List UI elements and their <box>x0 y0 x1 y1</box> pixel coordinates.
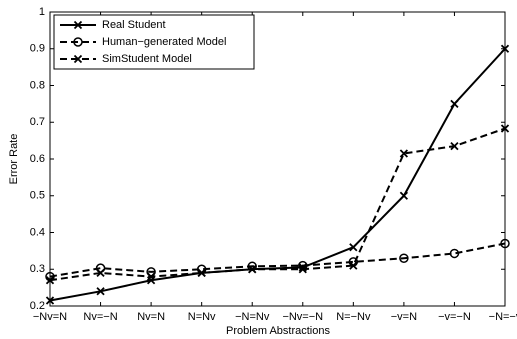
x-axis-label: Problem Abstractions <box>226 325 330 337</box>
marker <box>399 149 409 158</box>
marker <box>45 276 55 285</box>
x-tick-label: −v=−N <box>438 311 471 323</box>
marker <box>500 238 510 249</box>
y-tick-label: 0.2 <box>30 300 45 312</box>
legend-label: Human−generated Model <box>102 36 226 48</box>
marker <box>298 265 307 274</box>
marker <box>450 142 459 151</box>
y-tick-label: 0.9 <box>30 43 45 55</box>
marker <box>399 191 409 200</box>
marker <box>399 253 409 263</box>
marker <box>146 272 156 281</box>
x-tick-label: Nv=N <box>137 311 165 323</box>
y-tick-label: 0.7 <box>30 116 45 128</box>
y-tick-label: 0.4 <box>30 226 45 238</box>
marker <box>248 265 257 274</box>
marker <box>500 124 510 133</box>
legend-marker <box>73 20 83 30</box>
marker <box>450 99 459 109</box>
series-line <box>49 48 506 302</box>
legend-marker <box>73 37 83 47</box>
x-tick-label: −v=N <box>391 311 417 323</box>
marker <box>349 261 358 270</box>
legend-marker <box>73 54 83 64</box>
legend-label: Real Student <box>102 19 166 31</box>
x-tick-label: −N=−v <box>489 311 517 323</box>
marker <box>96 268 105 278</box>
legend: Real Student Human−generated Model SimStud… <box>53 14 255 70</box>
y-tick-label: 0.3 <box>30 263 45 275</box>
x-tick-label: N=−Nv <box>336 311 371 323</box>
x-tick-label: −Nv=−N <box>282 311 323 323</box>
x-tick-label: −Nv=N <box>33 311 67 323</box>
x-tick-label: N=Nv <box>188 311 216 323</box>
y-axis-label: Error Rate <box>8 134 20 185</box>
y-tick-label: 1 <box>39 6 45 18</box>
marker <box>349 243 358 252</box>
marker <box>197 268 206 278</box>
y-tick-label: 0.8 <box>30 79 45 91</box>
series-line <box>49 127 506 282</box>
y-tick-label: 0.6 <box>30 153 45 165</box>
y-tick-label: 0.5 <box>30 190 45 202</box>
marker <box>500 44 510 53</box>
x-tick-label: −N=Nv <box>235 311 270 323</box>
marker <box>449 248 460 259</box>
marker <box>96 287 105 296</box>
series-line <box>49 242 506 278</box>
marker <box>45 296 55 305</box>
x-tick-label: Nv=−N <box>83 311 117 323</box>
legend-label: SimStudent Model <box>102 53 192 65</box>
